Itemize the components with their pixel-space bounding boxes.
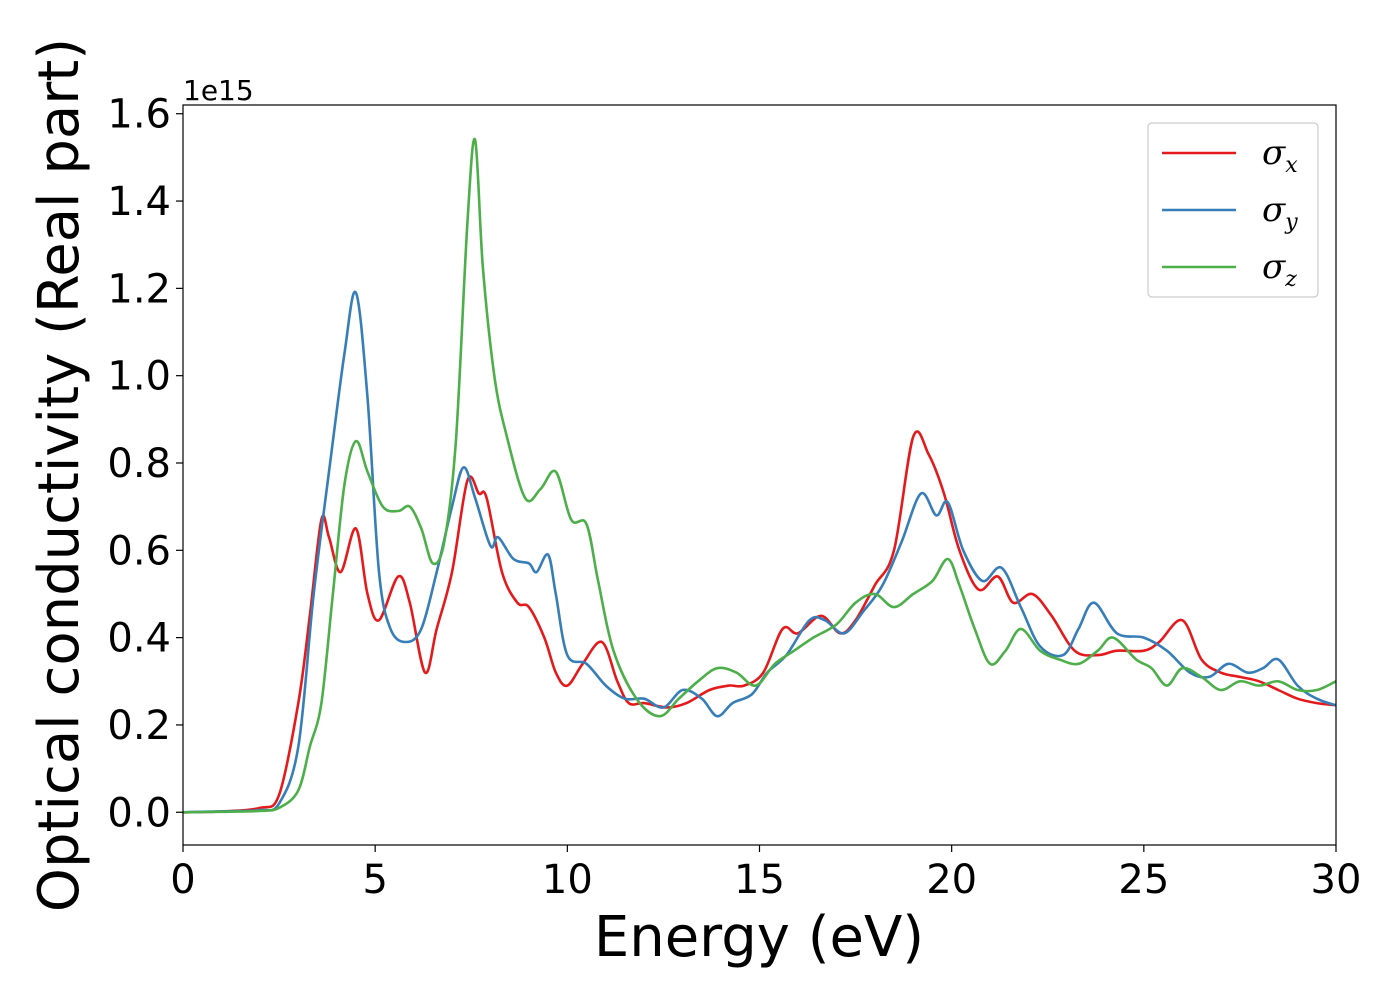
series-line-sigma-x [183,430,1336,814]
legend-label-y: σy [1262,190,1298,235]
y-tick-label: 0.0 [107,790,171,836]
x-tick-label: 20 [926,857,977,903]
y-axis-ticks: 0.0 0.2 0.4 0.6 0.8 1.0 1.2 1.4 1.6 [107,92,183,836]
x-tick-label: 10 [542,857,593,903]
x-tick-label: 30 [1311,857,1362,903]
y-tick-label: 1.0 [107,354,171,400]
x-tick-label: 5 [362,857,387,903]
y-offset-label: 1e15 [183,74,254,107]
x-tick-label: 25 [1118,857,1169,903]
y-tick-label: 0.6 [107,528,171,574]
legend-label-z: σz [1262,247,1297,292]
y-axis-title: Optical conductivity (Real part) [27,38,92,912]
y-tick-label: 1.2 [107,266,171,312]
x-axis-title: Energy (eV) [594,905,924,970]
x-tick-label: 0 [170,857,195,903]
y-tick-label: 1.4 [107,179,171,225]
legend-symbol: σ [1262,133,1286,173]
y-tick-label: 1.6 [107,92,171,138]
legend-symbol: σ [1262,190,1286,230]
plot-background [183,105,1336,845]
series-layer [183,137,1336,814]
legend-subscript: y [1284,210,1298,235]
plot-frame [182,104,1337,846]
x-axis-ticks: 0 5 10 15 20 25 30 [170,845,1361,903]
y-tick-label: 0.8 [107,441,171,487]
y-tick-label: 0.2 [107,703,171,749]
x-tick-label: 15 [734,857,785,903]
legend-symbol: σ [1262,247,1286,287]
legend-subscript: x [1285,153,1298,178]
y-tick-label: 0.4 [107,616,171,662]
legend-subscript: z [1284,267,1297,292]
legend-label-x: σx [1262,133,1298,178]
series-line-sigma-z [183,137,1336,814]
